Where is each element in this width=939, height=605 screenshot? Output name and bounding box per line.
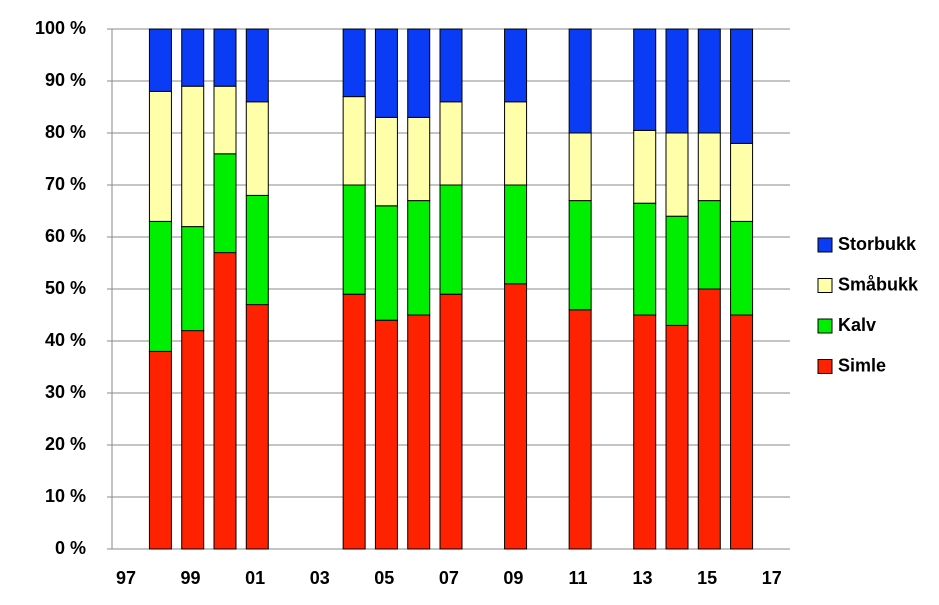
- bar-segment: [181, 28, 205, 87]
- bar-segment: [568, 132, 592, 202]
- bar-segment: [245, 28, 269, 103]
- bar-segment: [439, 28, 463, 103]
- bar-segment: [181, 226, 205, 332]
- bar-segment: [697, 132, 721, 202]
- legend-label: Simle: [838, 355, 886, 375]
- y-tick-label: 90 %: [45, 70, 86, 90]
- y-tick-label: 0 %: [55, 538, 86, 558]
- legend-swatch: [817, 318, 833, 334]
- x-tick-label: 99: [181, 568, 201, 588]
- legend-label: Kalv: [838, 315, 876, 335]
- x-tick-label: 15: [697, 568, 717, 588]
- bar-segment: [504, 283, 528, 550]
- bar-segment: [633, 202, 657, 316]
- x-tick-label: 17: [762, 568, 782, 588]
- bar-segment: [504, 28, 528, 103]
- y-tick-label: 40 %: [45, 330, 86, 350]
- y-tick-label: 20 %: [45, 434, 86, 454]
- bar-segment: [342, 293, 366, 550]
- y-tick-label: 10 %: [45, 486, 86, 506]
- y-tick-label: 50 %: [45, 278, 86, 298]
- bar-segment: [504, 184, 528, 285]
- bar-segment: [374, 319, 398, 550]
- bar-segment: [568, 309, 592, 550]
- y-tick-label: 60 %: [45, 226, 86, 246]
- bar-segment: [697, 288, 721, 550]
- bar-segment: [148, 90, 172, 222]
- bar-segment: [342, 28, 366, 98]
- bar-segment: [148, 28, 172, 92]
- bar-segment: [245, 304, 269, 550]
- y-tick-label: 100 %: [35, 18, 86, 38]
- bar-segment: [181, 85, 205, 228]
- x-tick-label: 05: [374, 568, 394, 588]
- y-tick-label: 80 %: [45, 122, 86, 142]
- y-tick-label: 70 %: [45, 174, 86, 194]
- legend-swatch: [817, 359, 833, 374]
- x-tick-label: 07: [439, 568, 459, 588]
- bar-segment: [245, 101, 269, 196]
- bar-segment: [665, 28, 689, 134]
- bar-segment: [665, 132, 689, 217]
- bar-segment: [568, 200, 592, 311]
- bar-segment: [504, 101, 528, 186]
- legend-label: Storbukk: [838, 234, 917, 254]
- bar-segment: [439, 101, 463, 186]
- bar-segment: [374, 116, 398, 207]
- x-tick-label: 11: [568, 568, 587, 588]
- bar-segment: [213, 153, 237, 254]
- bar-segment: [730, 220, 754, 316]
- bar-segment: [374, 28, 398, 118]
- legend-swatch: [817, 278, 833, 293]
- bar-segment: [407, 116, 431, 202]
- x-tick-label: 13: [633, 568, 653, 588]
- bar-segment: [730, 28, 754, 144]
- bar-segment: [342, 96, 366, 186]
- bar-segment: [374, 205, 398, 321]
- bar-segment: [697, 28, 721, 134]
- bar-segment: [407, 314, 431, 550]
- legend-swatch: [817, 237, 833, 253]
- bar-segment: [665, 324, 689, 550]
- bar-segment: [568, 28, 592, 134]
- bar-segment: [213, 28, 237, 87]
- bar-segment: [665, 215, 689, 326]
- bar-segment: [633, 314, 657, 550]
- bar-segment: [245, 194, 269, 306]
- bar-segment: [439, 184, 463, 295]
- bar-segment: [181, 330, 205, 550]
- bar-segment: [148, 350, 172, 550]
- x-tick-label: 03: [310, 568, 330, 588]
- x-tick-label: 01: [245, 568, 265, 588]
- legend-label: Småbukk: [838, 274, 919, 294]
- bar-segment: [697, 200, 721, 290]
- x-tick-label: 09: [503, 568, 523, 588]
- y-tick-label: 30 %: [45, 382, 86, 402]
- bar-segment: [407, 28, 431, 118]
- bar-segment: [633, 129, 657, 204]
- bar-segment: [148, 220, 172, 352]
- bar-segment: [633, 28, 657, 131]
- x-tick-label: 97: [116, 568, 136, 588]
- bar-segment: [439, 293, 463, 550]
- bar-segment: [730, 142, 754, 222]
- bar-segment: [407, 200, 431, 316]
- bar-segment: [730, 314, 754, 550]
- bar-segment: [213, 85, 237, 155]
- bar-segment: [342, 184, 366, 295]
- bar-segment: [213, 252, 237, 550]
